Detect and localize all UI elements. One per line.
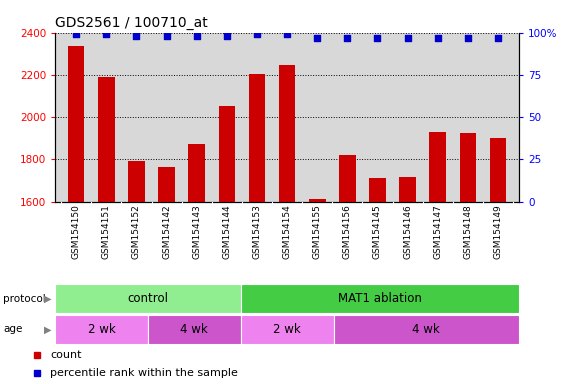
Bar [158,167,175,384]
Point [222,33,231,39]
Text: 2 wk: 2 wk [273,323,301,336]
Text: GSM154146: GSM154146 [403,204,412,259]
Text: GSM154145: GSM154145 [373,204,382,259]
Bar [279,65,295,384]
Bar [128,161,145,384]
Bar [188,144,205,384]
Text: GSM154148: GSM154148 [463,204,472,259]
Bar [309,200,325,384]
Point [71,31,81,37]
Point [463,35,473,41]
Text: percentile rank within the sample: percentile rank within the sample [50,368,238,378]
Text: protocol: protocol [3,293,46,304]
Text: age: age [3,324,22,334]
Text: 4 wk: 4 wk [412,323,440,336]
Point [282,31,292,37]
Text: ▶: ▶ [44,324,51,334]
Bar [55,315,148,344]
Text: GSM154144: GSM154144 [222,204,231,258]
Point [403,35,412,41]
Text: ▶: ▶ [44,293,51,304]
Bar [334,315,519,344]
Point [162,33,171,39]
Point [102,31,111,37]
Point [252,31,262,37]
Bar [339,155,356,384]
Text: GSM154150: GSM154150 [72,204,81,259]
Point [313,35,322,41]
Bar [429,132,446,384]
Text: 4 wk: 4 wk [180,323,208,336]
Bar [249,74,265,384]
Bar [241,284,519,313]
Point [373,35,382,41]
Bar [490,138,506,384]
Text: control: control [128,292,168,305]
Point [132,33,141,39]
Point [433,35,443,41]
Text: 2 wk: 2 wk [88,323,115,336]
Point [343,35,352,41]
Text: GSM154152: GSM154152 [132,204,141,259]
Bar [98,77,115,384]
Bar [68,46,85,384]
Bar [148,315,241,344]
Bar [400,177,416,384]
Text: GDS2561 / 100710_at: GDS2561 / 100710_at [55,16,208,30]
Text: GSM154142: GSM154142 [162,204,171,258]
Bar [241,315,334,344]
Text: GSM154147: GSM154147 [433,204,442,259]
Text: count: count [50,350,81,360]
Bar [55,284,241,313]
Text: GSM154149: GSM154149 [494,204,502,259]
Text: GSM154154: GSM154154 [282,204,292,259]
Bar [369,178,386,384]
Text: MAT1 ablation: MAT1 ablation [338,292,422,305]
Text: GSM154156: GSM154156 [343,204,352,259]
Text: GSM154153: GSM154153 [252,204,262,259]
Bar [219,106,235,384]
Text: GSM154151: GSM154151 [102,204,111,259]
Bar [459,133,476,384]
Text: GSM154155: GSM154155 [313,204,322,259]
Point [192,33,201,39]
Point [494,35,503,41]
Text: GSM154143: GSM154143 [192,204,201,259]
